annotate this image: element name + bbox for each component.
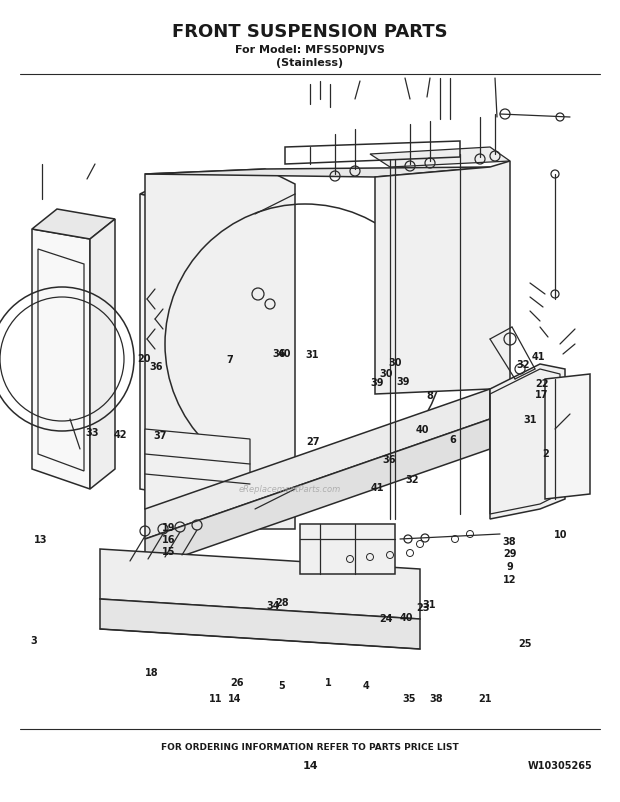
Text: 24: 24: [379, 614, 393, 623]
Text: 8: 8: [426, 391, 433, 400]
Text: 13: 13: [33, 534, 47, 544]
Text: 39: 39: [396, 377, 410, 387]
Text: 41: 41: [531, 351, 545, 361]
Text: 21: 21: [478, 694, 492, 703]
Polygon shape: [140, 175, 295, 215]
Polygon shape: [145, 390, 490, 539]
Text: 19: 19: [162, 522, 175, 532]
Text: 35: 35: [402, 694, 416, 703]
Text: 14: 14: [302, 760, 318, 770]
Text: 42: 42: [113, 430, 127, 439]
Polygon shape: [145, 419, 490, 569]
Text: 32: 32: [516, 359, 530, 369]
Text: FRONT SUSPENSION PARTS: FRONT SUSPENSION PARTS: [172, 23, 448, 41]
Text: 36: 36: [149, 362, 163, 371]
Text: 39: 39: [370, 378, 384, 387]
Text: 17: 17: [534, 390, 548, 399]
Polygon shape: [490, 365, 565, 520]
Polygon shape: [375, 162, 510, 395]
Text: (Stainless): (Stainless): [277, 58, 343, 68]
Text: 28: 28: [275, 597, 289, 607]
Polygon shape: [100, 549, 420, 619]
Text: 11: 11: [209, 694, 223, 703]
Text: 27: 27: [306, 436, 320, 446]
Text: 18: 18: [145, 667, 159, 677]
Text: 7: 7: [226, 354, 232, 364]
Text: 4: 4: [363, 680, 369, 690]
Text: 5: 5: [279, 680, 285, 690]
Polygon shape: [145, 168, 490, 178]
Text: 29: 29: [503, 549, 517, 558]
Text: 38: 38: [430, 694, 443, 703]
Text: 3: 3: [31, 635, 37, 645]
Text: 31: 31: [306, 350, 319, 359]
Text: 33: 33: [85, 427, 99, 437]
Text: 31: 31: [523, 415, 537, 424]
Text: 36: 36: [382, 455, 396, 464]
Text: 9: 9: [507, 561, 513, 571]
Polygon shape: [145, 170, 295, 529]
Text: 38: 38: [503, 537, 516, 546]
Polygon shape: [100, 599, 420, 649]
Text: 16: 16: [162, 534, 175, 544]
Polygon shape: [32, 229, 90, 489]
Text: 25: 25: [518, 638, 531, 648]
Text: 12: 12: [503, 574, 516, 584]
Text: 34: 34: [267, 601, 280, 610]
Polygon shape: [32, 210, 115, 240]
Text: 23: 23: [417, 602, 430, 612]
Text: FOR ORDERING INFORMATION REFER TO PARTS PRICE LIST: FOR ORDERING INFORMATION REFER TO PARTS …: [161, 743, 459, 751]
Text: 20: 20: [137, 354, 151, 363]
Text: 32: 32: [405, 475, 419, 484]
Text: 26: 26: [230, 677, 244, 687]
Text: 40: 40: [277, 349, 291, 358]
Text: eReplacementParts.com: eReplacementParts.com: [239, 485, 341, 494]
Text: 41: 41: [370, 483, 384, 492]
Text: 1: 1: [326, 677, 332, 687]
Text: 40: 40: [400, 613, 414, 622]
Text: 15: 15: [162, 547, 175, 557]
Polygon shape: [90, 220, 115, 489]
Polygon shape: [300, 525, 395, 574]
Text: For Model: MFS50PNJVS: For Model: MFS50PNJVS: [235, 45, 385, 55]
Text: 6: 6: [450, 435, 456, 444]
Text: 40: 40: [416, 424, 430, 434]
Text: 10: 10: [554, 529, 568, 539]
Polygon shape: [145, 429, 250, 520]
Text: 22: 22: [536, 379, 549, 388]
Polygon shape: [140, 195, 255, 509]
Text: 14: 14: [228, 694, 241, 703]
Text: 30: 30: [388, 358, 402, 367]
Text: W10305265: W10305265: [528, 760, 592, 770]
Polygon shape: [545, 375, 590, 500]
Polygon shape: [370, 148, 510, 168]
Text: 2: 2: [542, 448, 549, 458]
Text: 37: 37: [153, 431, 167, 440]
Text: 31: 31: [422, 599, 436, 609]
Text: 36: 36: [272, 349, 286, 358]
Text: 30: 30: [379, 369, 393, 379]
